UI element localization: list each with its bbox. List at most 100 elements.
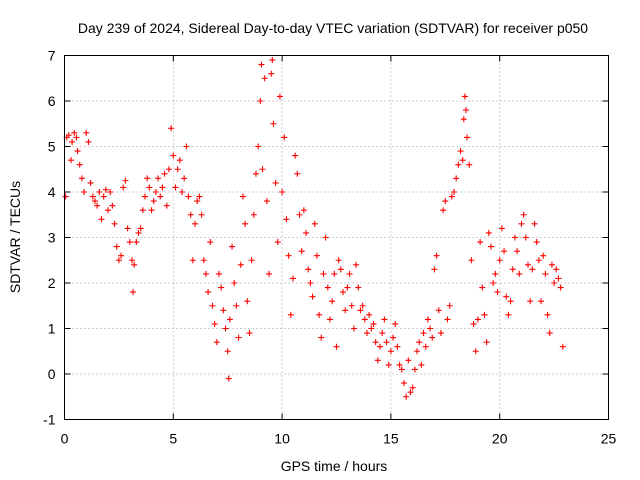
data-point: [157, 193, 164, 200]
data-point: [457, 148, 464, 155]
x-axis-label: GPS time / hours: [281, 458, 388, 474]
data-point: [535, 257, 542, 264]
y-tick-label: 2: [48, 275, 56, 291]
data-point: [183, 143, 190, 150]
data-point: [113, 243, 120, 250]
data-point: [174, 166, 181, 173]
data-point: [407, 389, 414, 396]
y-tick-label: 6: [48, 93, 56, 109]
data-point: [242, 220, 249, 227]
data-point: [435, 307, 442, 314]
data-point: [213, 339, 220, 346]
y-tick-label: 4: [48, 184, 56, 200]
data-point: [403, 393, 410, 400]
data-point: [409, 384, 416, 391]
data-point: [76, 161, 83, 168]
y-tick-labels: -1 0 1 2 3 4 5 6 7: [43, 48, 56, 428]
data-point: [111, 220, 118, 227]
data-point: [303, 229, 310, 236]
grid-lines: [64, 55, 609, 420]
data-point: [322, 234, 329, 241]
data-point: [485, 229, 492, 236]
x-tick-label: 20: [492, 431, 508, 447]
data-point: [189, 257, 196, 264]
data-point: [185, 193, 192, 200]
y-tick-label: 7: [48, 48, 56, 64]
data-point: [200, 257, 207, 264]
data-point: [418, 361, 425, 368]
data-point: [268, 70, 275, 77]
data-point: [126, 239, 133, 246]
data-point: [159, 184, 166, 191]
data-point: [78, 175, 85, 182]
data-point: [155, 175, 162, 182]
data-point: [307, 280, 314, 286]
data-point: [152, 189, 159, 195]
data-point: [165, 166, 172, 173]
data-point: [320, 270, 327, 277]
data-point: [269, 57, 276, 64]
y-tick-label: 1: [48, 321, 56, 337]
data-point: [73, 134, 80, 141]
data-point: [361, 316, 368, 323]
data-point: [396, 361, 403, 368]
data-point: [74, 148, 81, 155]
data-point: [464, 134, 471, 141]
data-point: [172, 184, 179, 191]
data-point: [105, 207, 112, 214]
data-point: [344, 284, 351, 291]
data-point: [170, 152, 177, 159]
data-point: [226, 316, 233, 323]
data-point: [507, 298, 514, 305]
data-point: [387, 348, 394, 355]
data-point: [440, 207, 447, 214]
data-point: [394, 343, 401, 350]
data-point: [202, 270, 209, 277]
data-point: [477, 239, 484, 246]
data-point: [461, 93, 468, 100]
data-point: [359, 302, 366, 309]
data-point: [479, 284, 486, 291]
data-point: [305, 266, 312, 273]
data-point: [65, 132, 72, 139]
data-point: [316, 311, 323, 318]
data-point: [337, 266, 344, 273]
data-point: [329, 298, 336, 305]
data-point: [83, 129, 90, 136]
data-point: [187, 211, 194, 218]
data-point: [124, 225, 131, 232]
data-point: [400, 380, 407, 387]
data-point: [451, 189, 458, 195]
data-point: [427, 325, 434, 332]
data-point: [128, 257, 135, 264]
data-point: [372, 339, 379, 346]
y-axis-label: SDTVAR / TECUs: [7, 181, 23, 293]
y-tick-label: -1: [43, 412, 56, 428]
x-tick-label: 25: [601, 431, 617, 447]
data-point: [540, 252, 547, 259]
data-point: [194, 198, 201, 205]
data-point: [357, 307, 364, 314]
data-point: [224, 348, 231, 355]
data-point: [287, 311, 294, 318]
data-point: [487, 243, 494, 250]
data-point: [514, 248, 521, 255]
data-point: [498, 225, 505, 232]
y-tick-label: 0: [48, 366, 56, 382]
data-point: [142, 193, 149, 200]
data-point: [192, 220, 199, 227]
data-point: [207, 239, 214, 246]
data-point: [220, 307, 227, 314]
data-point: [258, 61, 265, 68]
data-point: [150, 198, 157, 205]
data-point: [350, 325, 357, 332]
data-point: [263, 198, 270, 205]
data-point: [374, 357, 381, 364]
data-point: [546, 330, 553, 337]
data-point: [131, 261, 138, 268]
data-point: [81, 189, 88, 195]
data-point: [448, 193, 455, 200]
data-point: [522, 234, 529, 241]
data-point: [285, 252, 292, 259]
data-point: [424, 316, 431, 323]
